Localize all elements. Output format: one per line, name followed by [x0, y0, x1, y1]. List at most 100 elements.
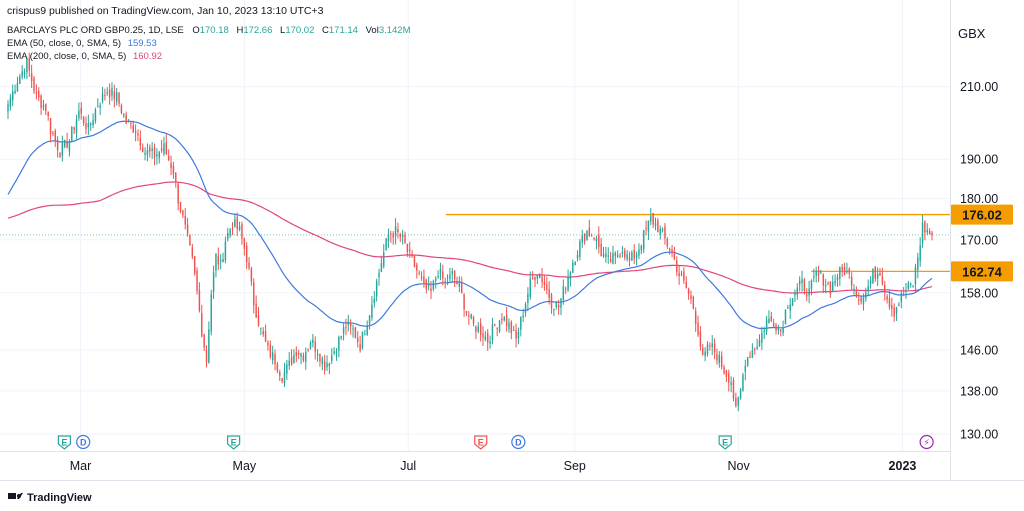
candle-body — [401, 234, 404, 237]
candle-body — [541, 276, 543, 283]
candle-body — [175, 172, 177, 182]
candle-body — [364, 334, 366, 336]
candle-body — [359, 344, 361, 351]
candle-body — [340, 335, 342, 338]
candle-body — [586, 230, 588, 241]
candle-body — [101, 93, 104, 102]
candle-body — [123, 114, 125, 116]
ema200-legend[interactable]: EMA (200, close, 0, SMA, 5) 160.92 — [7, 51, 162, 62]
candle-body — [598, 234, 600, 248]
candle-body — [11, 91, 14, 101]
level-price-label: 176.02 — [962, 208, 1002, 223]
candle-body — [468, 315, 470, 317]
candle-body — [888, 298, 891, 308]
candle-body — [321, 358, 324, 365]
candle-body — [562, 286, 565, 300]
candle-body — [869, 280, 872, 284]
published-line: crispus9 published on TradingView.com, J… — [7, 5, 324, 17]
candle-body — [782, 327, 784, 333]
currency-label: GBX — [958, 26, 986, 41]
candle-body — [99, 105, 101, 108]
candle-body — [40, 95, 42, 108]
candle-body — [794, 293, 796, 296]
candle-body — [189, 235, 191, 245]
x-tick-label: 2023 — [889, 459, 917, 473]
candle-body — [777, 327, 780, 331]
candle-body — [75, 119, 78, 134]
candle-body — [555, 301, 557, 308]
price-axis[interactable]: 130.00 138.00 146.00 158.00 170.00 180.00 190.… — [951, 80, 1013, 442]
candle-body — [333, 351, 335, 354]
candle-body — [765, 319, 768, 332]
candle-body — [560, 298, 562, 308]
candle-body — [564, 288, 567, 290]
time-axis[interactable]: Mar May Jul Sep Nov 2023 — [70, 459, 917, 473]
candle-body — [784, 309, 787, 325]
candle-body — [865, 292, 867, 299]
candle-body — [345, 326, 347, 328]
grid — [0, 0, 950, 451]
candle-body — [761, 332, 763, 343]
candle-body — [293, 355, 295, 364]
candle-body — [383, 252, 385, 267]
candle-body — [134, 131, 137, 133]
candle-body — [217, 255, 220, 265]
candle-body — [276, 364, 279, 372]
candle-body — [71, 127, 73, 141]
candle-body — [735, 397, 737, 406]
candle-body — [354, 327, 357, 339]
candle-body — [309, 342, 312, 349]
candle-body — [375, 280, 378, 297]
candle-body — [411, 254, 413, 257]
candle-body — [61, 143, 64, 156]
candle-body — [442, 271, 444, 279]
logo-icon — [8, 493, 16, 499]
candle-body — [503, 317, 505, 321]
candle-body — [607, 255, 609, 257]
ema50-legend[interactable]: EMA (50, close, 0, SMA, 5) 159.53 — [7, 38, 157, 49]
candle-body — [115, 92, 118, 102]
candle-body — [624, 250, 626, 258]
candle-body — [458, 283, 461, 287]
candle-body — [680, 273, 683, 275]
candle-body — [692, 296, 695, 309]
candle-body — [626, 254, 628, 259]
candle-body — [425, 279, 428, 290]
candle-body — [751, 350, 754, 358]
candle-body — [640, 245, 643, 251]
candle-body — [527, 293, 529, 304]
candle-body — [186, 224, 189, 234]
ema200-line — [7, 181, 933, 294]
candle-body — [723, 367, 725, 374]
candle-body — [241, 224, 243, 239]
ema200-value: 160.92 — [133, 51, 162, 62]
candle-body — [529, 278, 531, 297]
candle-body — [54, 130, 56, 141]
earnings-marker — [474, 435, 488, 450]
candle-body — [505, 315, 508, 326]
candle-body — [68, 141, 71, 152]
earnings-marker — [227, 435, 241, 450]
candle-body — [926, 229, 929, 233]
candle-body — [850, 276, 853, 286]
candle-body — [179, 201, 182, 212]
candle-body — [177, 183, 179, 204]
earnings-marker-letter: E — [722, 438, 728, 448]
candle-body — [697, 322, 699, 336]
candle-body — [201, 313, 203, 337]
dividend-marker-letter: D — [515, 438, 522, 448]
candle-body — [709, 345, 711, 347]
candle-body — [775, 325, 777, 331]
tradingview-logo[interactable]: TradingView — [8, 492, 92, 504]
y-tick-label: 210.00 — [960, 80, 998, 94]
candle-body — [742, 374, 744, 391]
candle-body — [406, 243, 409, 252]
candle-body — [394, 226, 397, 236]
candle-body — [827, 282, 829, 284]
candle-body — [104, 94, 106, 96]
candle-body — [832, 282, 834, 292]
dividend-marker — [511, 434, 526, 450]
candle-body — [808, 288, 810, 296]
candle-body — [557, 305, 560, 308]
